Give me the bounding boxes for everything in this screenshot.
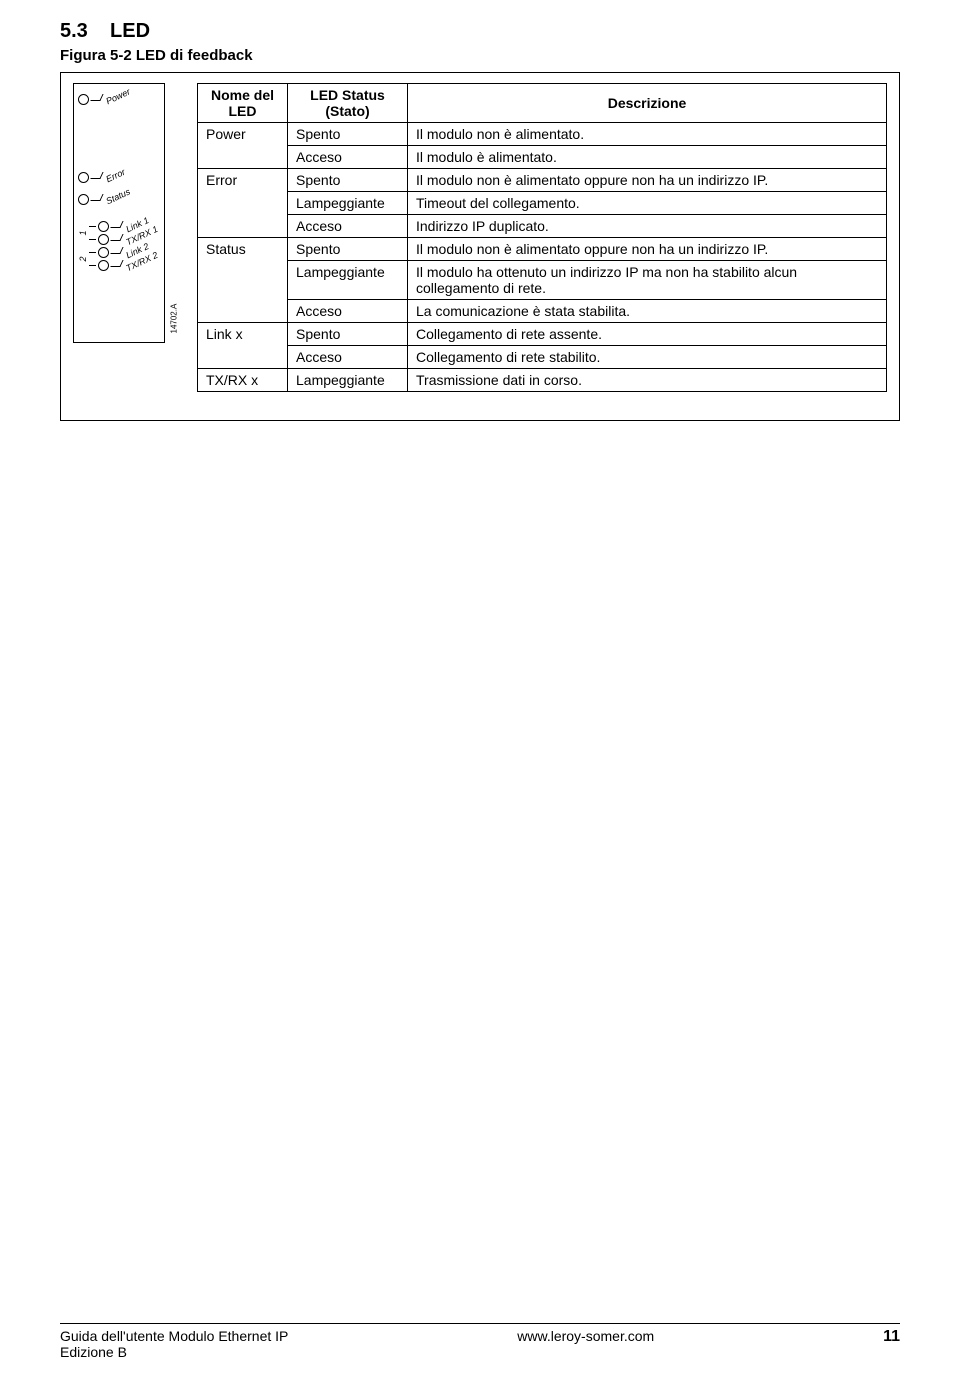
table-header-row: Nome del LED LED Status (Stato) Descrizi… <box>198 84 887 123</box>
cell-status: Spento <box>288 123 408 146</box>
wire-icon <box>110 247 123 254</box>
pair-number: 2 <box>78 254 88 264</box>
cell-led-name: TX/RX x <box>198 369 288 392</box>
wire-icon <box>90 172 103 179</box>
cell-status: Acceso <box>288 346 408 369</box>
cell-led-name: Link x <box>198 323 288 369</box>
cell-description: La comunicazione è stata stabilita. <box>408 300 887 323</box>
cell-description: Il modulo non è alimentato oppure non ha… <box>408 238 887 261</box>
led-label: Power <box>104 86 131 106</box>
figure-caption: Figura 5-2 LED di feedback <box>60 47 900 64</box>
wire-icon <box>110 260 123 267</box>
tick-icon <box>89 265 96 266</box>
table-row: Link xSpentoCollegamento di rete assente… <box>198 323 887 346</box>
led-circle-icon <box>98 247 109 258</box>
tick-icon <box>89 239 96 240</box>
led-row-error: Error <box>78 168 160 186</box>
led-circle-icon <box>98 234 109 245</box>
footer-doc-title: Guida dell'utente Modulo Ethernet IP <box>60 1328 288 1344</box>
table-row: StatusSpentoIl modulo non è alimentato o… <box>198 238 887 261</box>
cell-description: Il modulo non è alimentato oppure non ha… <box>408 169 887 192</box>
wire-icon <box>90 194 103 201</box>
led-circle-icon <box>98 260 109 271</box>
table-row: LampeggianteIl modulo ha ottenuto un ind… <box>198 261 887 300</box>
th-status: LED Status (Stato) <box>288 84 408 123</box>
cell-status: Spento <box>288 238 408 261</box>
th-desc: Descrizione <box>408 84 887 123</box>
cell-description: Il modulo non è alimentato. <box>408 123 887 146</box>
table-row: AccesoLa comunicazione è stata stabilita… <box>198 300 887 323</box>
table-row: AccesoIl modulo è alimentato. <box>198 146 887 169</box>
table-row: PowerSpentoIl modulo non è alimentato. <box>198 123 887 146</box>
th-name: Nome del LED <box>198 84 288 123</box>
led-diagram: Power Error Status 1 <box>73 83 179 343</box>
cell-description: Timeout del collegamento. <box>408 192 887 215</box>
footer-left: Guida dell'utente Modulo Ethernet IP Edi… <box>60 1328 288 1360</box>
diagram-box: Power Error Status 1 <box>73 83 165 343</box>
diagram-id: 14702.A <box>170 324 179 334</box>
wire-icon <box>110 221 123 228</box>
cell-description: Trasmissione dati in corso. <box>408 369 887 392</box>
led-status-table: Nome del LED LED Status (Stato) Descrizi… <box>197 83 887 392</box>
led-label: Status <box>104 186 131 206</box>
cell-led-name: Error <box>198 169 288 238</box>
cell-status: Lampeggiante <box>288 261 408 300</box>
section-number: 5.3 <box>60 20 88 42</box>
page-footer: Guida dell'utente Modulo Ethernet IP Edi… <box>60 1323 900 1360</box>
cell-status: Spento <box>288 323 408 346</box>
led-group-1: 1 Link 1 TX/RX 1 <box>78 222 160 244</box>
led-group-2: 2 Link 2 TX/RX 2 <box>78 248 160 270</box>
cell-status: Spento <box>288 169 408 192</box>
led-label: Error <box>104 167 126 185</box>
cell-status: Lampeggiante <box>288 192 408 215</box>
cell-led-name: Status <box>198 238 288 323</box>
led-circle-icon <box>98 221 109 232</box>
cell-status: Acceso <box>288 300 408 323</box>
table-row: TX/RX xLampeggianteTrasmissione dati in … <box>198 369 887 392</box>
led-row-status: Status <box>78 190 160 208</box>
footer-center: www.leroy-somer.com <box>288 1328 883 1344</box>
led-circle-icon <box>78 172 89 183</box>
tick-icon <box>89 226 96 227</box>
wire-icon <box>90 94 103 101</box>
led-circle-icon <box>78 94 89 105</box>
table-row: ErrorSpentoIl modulo non è alimentato op… <box>198 169 887 192</box>
cell-status: Lampeggiante <box>288 369 408 392</box>
wire-icon <box>110 234 123 241</box>
pair-number: 1 <box>78 228 88 238</box>
cell-description: Collegamento di rete stabilito. <box>408 346 887 369</box>
content-box: Power Error Status 1 <box>60 72 900 421</box>
section-heading: 5.3 LED <box>60 20 900 43</box>
page-number: 11 <box>883 1328 900 1346</box>
footer-edition: Edizione B <box>60 1344 127 1360</box>
table-row: AccesoIndirizzo IP duplicato. <box>198 215 887 238</box>
table-row: LampeggianteTimeout del collegamento. <box>198 192 887 215</box>
cell-description: Indirizzo IP duplicato. <box>408 215 887 238</box>
table-row: AccesoCollegamento di rete stabilito. <box>198 346 887 369</box>
led-circle-icon <box>78 194 89 205</box>
tick-icon <box>89 252 96 253</box>
section-title: LED <box>110 20 150 42</box>
cell-led-name: Power <box>198 123 288 169</box>
cell-status: Acceso <box>288 215 408 238</box>
cell-description: Collegamento di rete assente. <box>408 323 887 346</box>
cell-status: Acceso <box>288 146 408 169</box>
led-row-power: Power <box>78 90 160 108</box>
cell-description: Il modulo ha ottenuto un indirizzo IP ma… <box>408 261 887 300</box>
cell-description: Il modulo è alimentato. <box>408 146 887 169</box>
